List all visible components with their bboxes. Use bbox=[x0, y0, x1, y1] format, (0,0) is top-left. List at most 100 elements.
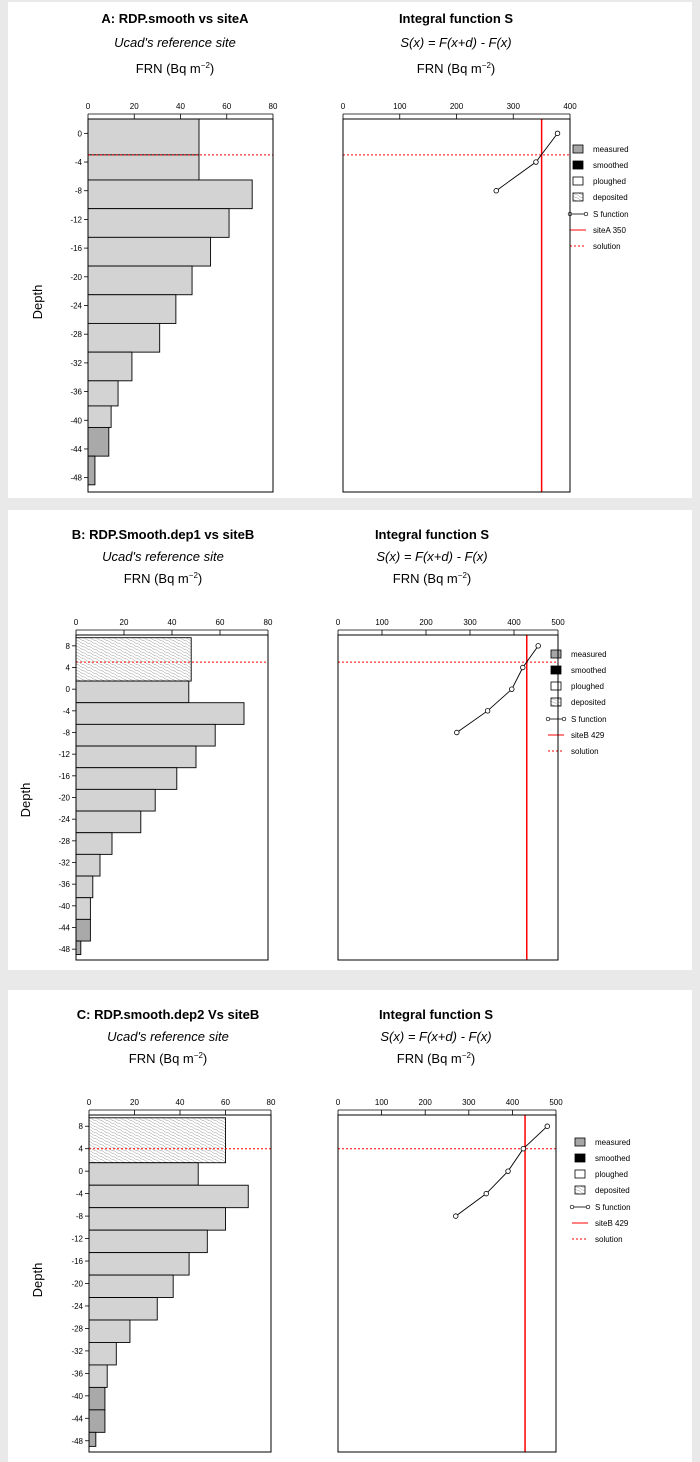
s-plot-frame bbox=[342, 118, 571, 493]
s-function-point bbox=[535, 643, 541, 649]
y-tick-label: 0 bbox=[79, 1167, 84, 1176]
y-tick-label: -48 bbox=[71, 1437, 83, 1446]
legend-label-sfunction: S function bbox=[593, 210, 629, 219]
bar-chart-ylabel: Depth bbox=[30, 285, 45, 320]
x-tick-label: 20 bbox=[120, 618, 129, 627]
s-chart-xlabel: FRN (Bq m−2) bbox=[393, 571, 471, 586]
bar bbox=[88, 1274, 174, 1298]
legend-marker-sfunction-right bbox=[561, 716, 567, 722]
legend-swatch-ploughed bbox=[574, 1169, 586, 1179]
bar bbox=[87, 179, 253, 210]
legend-label-smoothed: smoothed bbox=[571, 666, 606, 675]
bar bbox=[87, 380, 119, 407]
y-tick-label: -28 bbox=[70, 330, 82, 339]
s-function-point bbox=[554, 130, 561, 137]
legend-swatch-ploughed bbox=[572, 176, 584, 186]
s-x-tick-label: 0 bbox=[336, 1098, 341, 1107]
bar-chart-ylabel: Depth bbox=[30, 1263, 45, 1298]
legend-swatch-smoothed bbox=[550, 665, 562, 675]
bar-group bbox=[88, 1117, 249, 1447]
legend-marker-sfunction-left bbox=[569, 1204, 575, 1210]
y-tick-label: -16 bbox=[70, 244, 82, 253]
legend-label-measured: measured bbox=[593, 145, 629, 154]
bar bbox=[75, 680, 190, 704]
legend-marker-sfunction-right bbox=[583, 211, 589, 217]
s-x-tick-label: 400 bbox=[563, 102, 577, 111]
legend-swatch-smoothed bbox=[572, 160, 584, 170]
y-tick-label: -24 bbox=[58, 815, 70, 824]
bar-chart-subtitle: Ucad's reference site bbox=[107, 1029, 229, 1044]
y-tick-label: -44 bbox=[70, 445, 82, 454]
bar bbox=[88, 1431, 97, 1447]
bar bbox=[88, 1364, 108, 1388]
bar bbox=[75, 723, 216, 747]
y-tick-label: 8 bbox=[66, 642, 71, 651]
bar bbox=[88, 1297, 158, 1321]
legend: measured smoothed ploughed deposited S f… bbox=[567, 144, 629, 251]
s-x-tick-label: 0 bbox=[336, 618, 341, 627]
y-tick-label: -44 bbox=[71, 1414, 83, 1423]
s-x-tick-label: 200 bbox=[419, 1098, 433, 1107]
y-tick-label: -20 bbox=[58, 794, 70, 803]
y-tick-label: 0 bbox=[78, 129, 83, 138]
y-tick-label: -32 bbox=[58, 859, 70, 868]
legend-swatch-smoothed bbox=[574, 1153, 586, 1163]
legend-label-solution: solution bbox=[571, 747, 599, 756]
x-tick-label: 40 bbox=[176, 102, 185, 111]
y-tick-label: -12 bbox=[70, 215, 82, 224]
s-x-tick-label: 500 bbox=[551, 618, 565, 627]
legend-label-sfunction: S function bbox=[571, 715, 607, 724]
bar bbox=[87, 154, 200, 181]
legend-swatch-deposited bbox=[574, 1185, 586, 1195]
s-function-point bbox=[483, 1190, 489, 1197]
s-function-line bbox=[456, 645, 539, 733]
s-function-point bbox=[484, 708, 491, 714]
y-tick-label: -28 bbox=[58, 837, 70, 846]
bar bbox=[88, 1386, 106, 1411]
x-tick-label: 60 bbox=[221, 1098, 230, 1107]
bar-group bbox=[87, 118, 253, 486]
legend-label-site: siteB 429 bbox=[595, 1219, 629, 1228]
s-function-point bbox=[520, 664, 526, 671]
bar-chart-subtitle: Ucad's reference site bbox=[114, 35, 236, 50]
s-x-tick-label: 100 bbox=[375, 1098, 389, 1107]
bar bbox=[87, 294, 177, 324]
y-tick-label: -36 bbox=[71, 1369, 83, 1378]
chart-svg-b: B: RDP.Smooth.dep1 vs siteB Ucad's refer… bbox=[18, 527, 607, 961]
chart-panel-a: A: RDP.smooth vs siteA Ucad's reference … bbox=[8, 2, 692, 498]
s-chart-title: Integral function S bbox=[399, 11, 513, 26]
s-x-tick-label: 200 bbox=[419, 618, 433, 627]
legend-marker-sfunction-left bbox=[545, 716, 551, 722]
bar-chart-title: B: RDP.Smooth.dep1 vs siteB bbox=[72, 527, 255, 542]
bar bbox=[87, 236, 212, 267]
s-function-point bbox=[520, 1145, 526, 1152]
legend-label-smoothed: smoothed bbox=[593, 161, 628, 170]
s-function-point bbox=[533, 159, 539, 165]
bar bbox=[88, 1207, 226, 1231]
y-tick-label: -8 bbox=[63, 729, 71, 738]
s-function-line bbox=[455, 1125, 548, 1217]
chart-panel-b: B: RDP.Smooth.dep1 vs siteB Ucad's refer… bbox=[8, 510, 692, 970]
y-tick-label: -44 bbox=[58, 924, 70, 933]
s-x-tick-label: 100 bbox=[375, 618, 389, 627]
y-tick-label: -4 bbox=[63, 707, 71, 716]
y-tick-label: -24 bbox=[71, 1302, 83, 1311]
y-tick-label: -12 bbox=[58, 750, 70, 759]
s-chart-xlabel: FRN (Bq m−2) bbox=[397, 1051, 475, 1066]
bar-group bbox=[75, 637, 245, 956]
y-tick-label: -8 bbox=[76, 1212, 84, 1221]
legend-label-ploughed: ploughed bbox=[571, 682, 604, 691]
s-chart-xlabel: FRN (Bq m−2) bbox=[417, 61, 495, 76]
bar bbox=[87, 405, 112, 428]
y-tick-label: -12 bbox=[71, 1235, 83, 1244]
legend-swatch-measured bbox=[550, 649, 562, 659]
x-tick-label: 80 bbox=[264, 618, 273, 627]
s-x-tick-label: 300 bbox=[462, 1098, 476, 1107]
legend-swatch-ploughed bbox=[550, 681, 562, 691]
legend-label-deposited: deposited bbox=[571, 698, 606, 707]
s-chart-subtitle: S(x) = F(x+d) - F(x) bbox=[380, 1029, 491, 1044]
bar bbox=[75, 853, 101, 877]
s-x-tick-label: 400 bbox=[507, 618, 521, 627]
s-plot-frame bbox=[337, 1114, 557, 1453]
bar bbox=[87, 351, 133, 382]
